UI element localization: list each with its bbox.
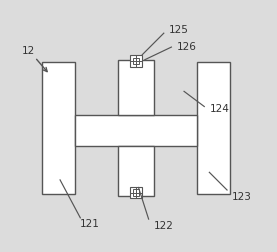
Bar xyxy=(130,187,142,198)
Bar xyxy=(42,63,75,194)
Text: 12: 12 xyxy=(22,45,35,55)
Text: 122: 122 xyxy=(154,220,174,231)
Bar xyxy=(133,59,139,65)
Bar xyxy=(130,56,142,67)
Text: 124: 124 xyxy=(209,103,229,113)
Bar xyxy=(133,190,139,196)
Text: 121: 121 xyxy=(80,218,100,228)
Bar xyxy=(75,116,197,146)
Bar xyxy=(118,146,154,197)
Bar xyxy=(197,63,230,194)
Text: 123: 123 xyxy=(232,192,252,202)
Bar xyxy=(118,60,154,116)
Text: 125: 125 xyxy=(169,25,189,35)
Text: 126: 126 xyxy=(176,42,196,52)
